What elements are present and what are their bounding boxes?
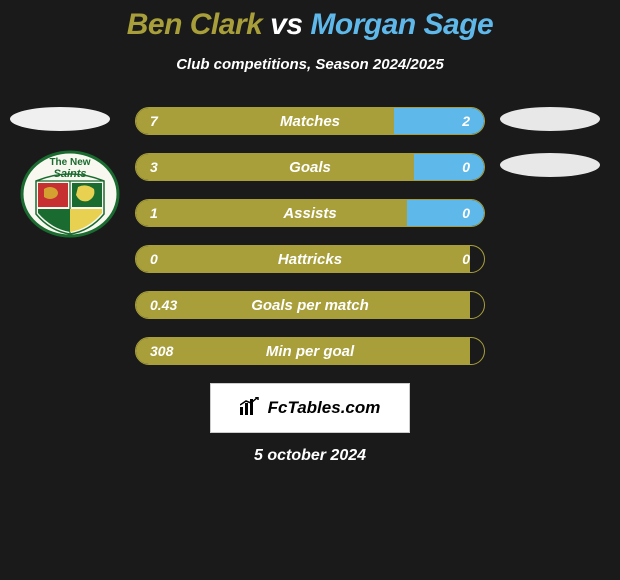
player1-logo-placeholder xyxy=(10,107,110,131)
stat-right-segment xyxy=(470,292,484,318)
stat-right-value: 2 xyxy=(462,113,470,129)
chart-icon xyxy=(240,397,262,420)
stat-row: 00Hattricks xyxy=(135,245,485,273)
stat-row: 30Goals xyxy=(135,153,485,181)
attribution-badge: FcTables.com xyxy=(210,383,410,433)
stat-left-value: 0.43 xyxy=(150,297,177,313)
stat-left-segment: 1 xyxy=(136,200,407,226)
stat-row: 308Min per goal xyxy=(135,337,485,365)
crest-text-1: The New xyxy=(49,157,90,168)
stats-bars: 72Matches30Goals10Assists00Hattricks0.43… xyxy=(135,107,485,365)
stat-row: 10Assists xyxy=(135,199,485,227)
stat-left-value: 7 xyxy=(150,113,158,129)
comparison-infographic: Ben Clark vs Morgan Sage Club competitio… xyxy=(0,0,620,465)
attribution-text: FcTables.com xyxy=(268,398,381,418)
chart-body: The New Saints 72Matches30Goals10Assists… xyxy=(0,107,620,465)
stat-left-segment: 0 xyxy=(136,246,470,272)
player2-name: Morgan Sage xyxy=(310,8,493,41)
stat-left-segment: 7 xyxy=(136,108,394,134)
stat-left-segment: 0.43 xyxy=(136,292,470,318)
stat-right-value: 0 xyxy=(462,251,470,267)
stat-right-segment: 0 xyxy=(470,246,484,272)
stat-left-value: 1 xyxy=(150,205,158,221)
stat-right-segment: 2 xyxy=(394,108,484,134)
crest-svg: The New Saints xyxy=(20,149,120,239)
player2-logo-placeholder xyxy=(500,107,600,131)
stat-right-value: 0 xyxy=(462,159,470,175)
crest-text-2: Saints xyxy=(53,168,86,180)
stat-right-segment xyxy=(470,338,484,364)
stat-right-value: 0 xyxy=(462,205,470,221)
stat-left-value: 308 xyxy=(150,343,173,359)
stat-row: 72Matches xyxy=(135,107,485,135)
player1-club-crest: The New Saints xyxy=(20,149,120,239)
stat-left-value: 3 xyxy=(150,159,158,175)
stat-left-segment: 3 xyxy=(136,154,414,180)
player2-logo-placeholder-2 xyxy=(500,153,600,177)
stat-right-segment: 0 xyxy=(407,200,484,226)
stat-left-value: 0 xyxy=(150,251,158,267)
stat-row: 0.43Goals per match xyxy=(135,291,485,319)
date-label: 5 october 2024 xyxy=(20,447,600,465)
stat-left-segment: 308 xyxy=(136,338,470,364)
stat-right-segment: 0 xyxy=(414,154,484,180)
page-title: Ben Clark vs Morgan Sage xyxy=(0,0,620,42)
player1-name: Ben Clark xyxy=(127,8,263,41)
vs-separator: vs xyxy=(270,8,302,41)
subtitle: Club competitions, Season 2024/2025 xyxy=(0,56,620,73)
